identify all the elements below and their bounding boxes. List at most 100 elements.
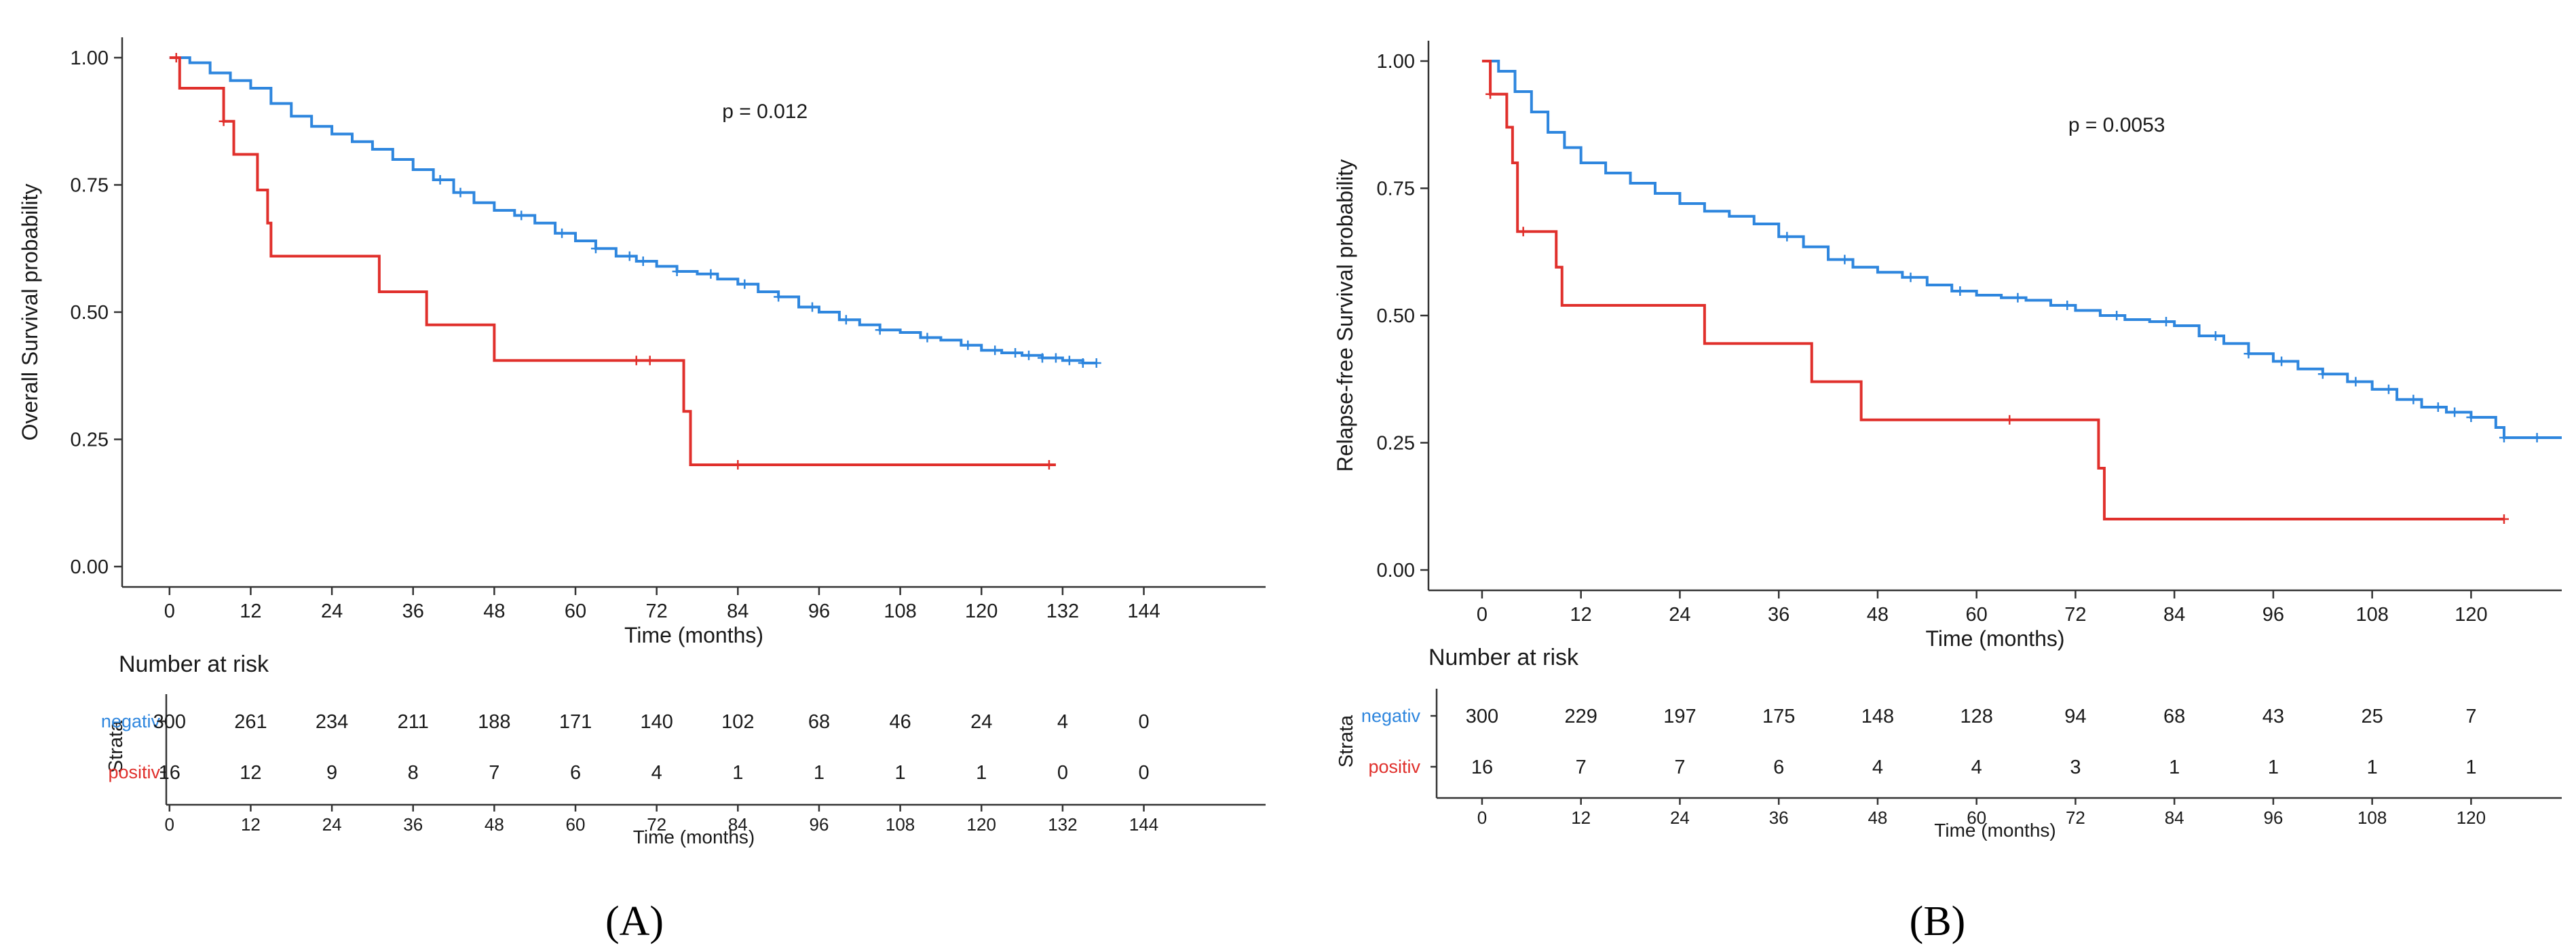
risk-count-negativ: 24 [970,711,992,733]
risk-table-x-tick-label: 120 [967,814,996,835]
risk-count-positiv: 7 [489,762,499,784]
risk-table-x-tick-label: 36 [1769,807,1789,828]
risk-count-positiv: 4 [651,762,662,784]
risk-count-negativ: 211 [398,711,429,733]
risk-count-positiv: 4 [1872,757,1883,778]
x-tick-label: 72 [646,601,668,622]
risk-count-positiv: 16 [159,762,181,784]
risk-table-x-tick-label: 0 [1477,807,1487,828]
y-tick-label: 0.00 [71,556,109,578]
risk-table-strata-label: Strata [105,720,127,773]
survival-curve-positiv [169,56,1056,466]
risk-table-x-tick-label: 96 [809,814,829,835]
survival-curve-negativ [1481,60,2562,439]
risk-table-strata-positiv: positiv [108,762,160,782]
risk-count-negativ: 43 [2262,706,2284,727]
risk-table-x-tick-label: 72 [647,814,666,835]
x-tick-label: 36 [1768,604,1789,626]
risk-count-positiv: 6 [570,762,581,784]
risk-count-negativ: 197 [1663,706,1696,727]
y-tick-label: 0.75 [71,175,109,197]
risk-table-x-tick-label: 48 [1868,807,1887,828]
x-tick-label: 12 [1570,604,1592,626]
risk-table-x-tick-label: 72 [2066,807,2085,828]
risk-table-x-tick-label: 84 [728,814,748,835]
x-axis-label: Time (months) [624,623,763,647]
x-tick-label: 96 [2262,604,2284,626]
risk-count-positiv: 3 [2070,757,2081,778]
risk-count-negativ: 0 [1138,711,1149,733]
risk-table-x-tick-label: 120 [2457,807,2486,828]
risk-count-negativ: 140 [640,711,673,733]
km-plot-b: 0.00 0.25 0.50 0.75 1.00 0 12 24 36 48 60 72 84 96 108… [1333,41,2562,651]
x-tick-label: 144 [1127,601,1160,622]
risk-count-positiv: 0 [1138,762,1149,784]
risk-count-negativ: 171 [559,711,592,733]
risk-table-x-tick-label: 108 [886,814,915,835]
x-tick-label: 0 [164,601,175,622]
risk-count-negativ: 234 [316,711,348,733]
risk-table-x-tick-label: 0 [165,814,174,835]
risk-table-x-tick-label: 24 [1670,807,1690,828]
survival-curve-negativ [169,56,1097,364]
x-tick-label: 120 [2455,604,2487,626]
risk-table-strata-negativ: negativ [1361,706,1421,726]
risk-count-positiv: 4 [1971,757,1982,778]
risk-count-negativ: 4 [1057,711,1068,733]
risk-count-positiv: 1 [2367,757,2378,778]
risk-table-x-tick-label: 12 [1571,807,1591,828]
risk-table-x-tick-label: 108 [2357,807,2387,828]
risk-table-x-axis-label: Time (months) [633,826,755,848]
p-value-annotation: p = 0.0053 [2068,114,2165,136]
risk-count-positiv: 6 [1773,757,1784,778]
risk-count-positiv: 1 [976,762,987,784]
x-tick-label: 96 [808,601,830,622]
x-tick-label: 60 [1966,604,1988,626]
risk-table-x-tick-label: 12 [241,814,261,835]
risk-table-strata-negativ: negativ [101,711,161,731]
risk-table-x-tick-label: 48 [485,814,504,835]
x-tick-label: 24 [1669,604,1690,626]
risk-table-x-tick-label: 24 [322,814,342,835]
panel-b-caption: (B) [1910,898,1966,945]
y-tick-label: 0.25 [1377,433,1415,455]
risk-table-strata-positiv: positiv [1368,757,1420,777]
risk-count-positiv: 16 [1471,757,1493,778]
x-axis-label: Time (months) [1925,626,2064,651]
x-tick-label: 108 [884,601,916,622]
risk-count-negativ: 229 [1564,706,1597,727]
x-tick-label: 48 [1867,604,1889,626]
risk-table-x-tick-label: 132 [1048,814,1077,835]
x-tick-label: 108 [2355,604,2388,626]
risk-table-title: Number at risk [1428,645,1579,670]
panel-a-caption: (A) [605,898,664,945]
y-tick-label: 0.25 [71,430,109,451]
risk-table-x-tick-label: 36 [403,814,423,835]
x-tick-label: 0 [1477,604,1488,626]
y-tick-label: 0.50 [71,302,109,324]
risk-count-positiv: 8 [408,762,419,784]
risk-count-positiv: 1 [2465,757,2476,778]
risk-count-positiv: 7 [1576,757,1587,778]
x-tick-label: 12 [240,601,261,622]
x-tick-label: 36 [402,601,424,622]
risk-count-positiv: 0 [1057,762,1068,784]
risk-table-strata-label: Strata [1336,715,1357,767]
risk-count-negativ: 102 [721,711,754,733]
risk-count-negativ: 128 [1960,706,1992,727]
x-tick-label: 84 [727,601,749,622]
risk-count-negativ: 25 [2362,706,2383,727]
risk-count-negativ: 7 [2465,706,2476,727]
x-tick-label: 132 [1046,601,1079,622]
y-axis-label: Overall Survival probability [18,184,42,441]
x-tick-label: 120 [965,601,998,622]
y-tick-label: 0.00 [1377,560,1415,582]
y-tick-label: 0.75 [1377,178,1415,200]
panel-b: 0.000.250.500.751.000 12 24 36 48 60 72 84 96 108… [1333,41,2562,945]
risk-count-positiv: 7 [1674,757,1685,778]
risk-table-x-tick-label: 60 [566,814,586,835]
risk-table-b: Number at risk Strata negativ 300 229 197 175 1… [1336,645,2562,841]
risk-count-negativ: 94 [2064,706,2086,727]
y-tick-label: 0.50 [1377,305,1415,327]
